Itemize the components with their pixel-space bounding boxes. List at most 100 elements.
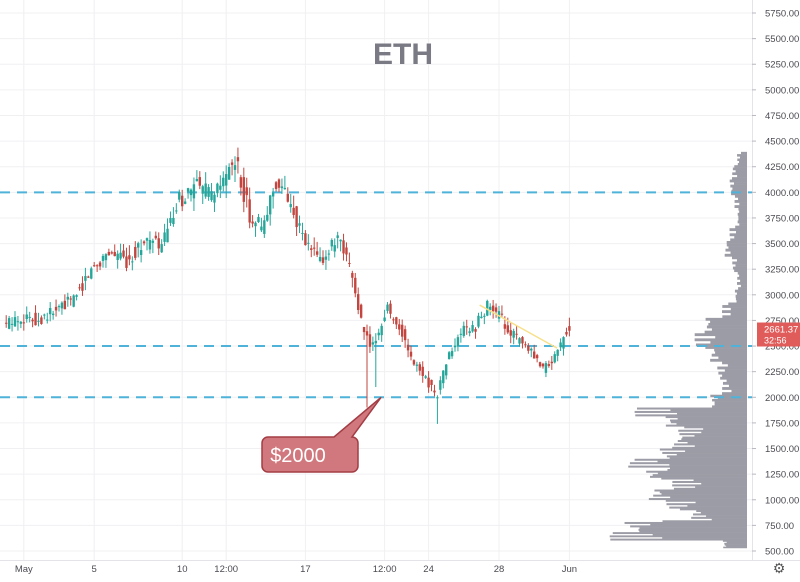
candle: [81, 276, 84, 296]
volume-bar: [694, 338, 747, 342]
y-tick-label: 750.00: [765, 521, 794, 532]
volume-bar: [666, 455, 747, 458]
y-tick-label: 5250.00: [765, 60, 799, 71]
candle: [137, 241, 140, 258]
volume-bar: [720, 376, 747, 380]
y-tick-label: 2000.00: [765, 393, 799, 404]
candle: [93, 262, 96, 267]
volume-bar: [736, 230, 747, 234]
candle: [78, 283, 81, 291]
volume-bar: [737, 276, 747, 280]
x-tick-label: 10: [177, 564, 188, 575]
annotation-callout[interactable]: $2000: [261, 396, 382, 473]
volume-bar: [726, 541, 747, 544]
y-tick-label: 3000.00: [765, 290, 799, 301]
candle: [362, 326, 366, 340]
candle: [5, 315, 8, 328]
candle: [465, 319, 468, 335]
volume-bar: [710, 320, 747, 324]
volume-bar: [710, 394, 747, 398]
volume-bar: [659, 491, 747, 494]
candle: [101, 253, 105, 268]
x-tick-label: May: [15, 564, 33, 575]
candle: [494, 303, 498, 318]
volume-bar: [734, 289, 747, 293]
candle: [139, 239, 143, 263]
candle: [380, 323, 383, 342]
volume-bar: [730, 238, 747, 242]
gear-icon[interactable]: ⚙: [772, 560, 786, 576]
candle: [365, 324, 369, 408]
volume-bar: [724, 253, 747, 257]
candle: [489, 303, 492, 316]
candle: [313, 237, 316, 256]
candle: [559, 338, 562, 351]
volume-bar: [728, 302, 747, 306]
volume-bar: [682, 436, 747, 439]
volume-bar: [728, 246, 747, 249]
volume-bar: [687, 504, 747, 507]
candle: [60, 301, 64, 315]
candle: [398, 318, 401, 336]
volume-bar: [717, 366, 747, 370]
price-axis[interactable]: 500.00 750.00 1000.00 1250.00 1500.00 1750.00…: [752, 9, 799, 558]
candle: [553, 351, 556, 364]
volume-bar: [712, 398, 747, 402]
candle: [154, 231, 157, 240]
volume-bar: [685, 450, 747, 453]
volume-bar: [739, 210, 747, 214]
candle: [125, 247, 128, 272]
candle: [535, 353, 539, 363]
volume-bar: [737, 174, 747, 178]
volume-bar: [722, 387, 747, 390]
volume-bar: [735, 169, 747, 173]
volume-bar: [738, 207, 747, 211]
volume-bar: [609, 535, 747, 538]
candle: [330, 238, 333, 251]
volume-bar: [723, 546, 747, 549]
countdown-label: 32:56: [764, 336, 787, 346]
candle: [257, 213, 260, 223]
volume-bar: [705, 346, 747, 349]
candle: [113, 244, 116, 257]
candle: [471, 320, 474, 333]
volume-bar: [654, 489, 747, 492]
time-axis[interactable]: May 5 10 12:00 17 12:00 24 28 Jun: [15, 564, 577, 575]
volume-bar: [724, 542, 747, 545]
candle: [148, 231, 152, 254]
volume-bar: [724, 369, 747, 372]
candle: [227, 163, 231, 180]
candle: [371, 336, 375, 351]
candle: [509, 322, 512, 344]
candle: [186, 187, 190, 199]
volume-bar: [678, 429, 747, 432]
volume-bar: [657, 460, 747, 463]
candle: [527, 343, 530, 354]
volume-bar: [710, 358, 747, 362]
volume-bar: [735, 297, 747, 301]
volume-bar: [715, 335, 747, 339]
candle: [230, 159, 234, 176]
volume-bar: [612, 532, 747, 535]
candle: [392, 317, 395, 324]
volume-bar: [732, 256, 747, 260]
volume-bar: [693, 479, 747, 482]
candle: [31, 317, 34, 328]
candle: [521, 336, 524, 349]
volume-bar: [736, 299, 747, 303]
volume-bar: [650, 523, 747, 526]
candle: [51, 310, 55, 320]
volume-bar: [669, 457, 747, 460]
volume-bar: [638, 528, 747, 531]
trendline[interactable]: [479, 304, 558, 349]
candle: [324, 250, 328, 270]
volume-bar: [659, 448, 747, 451]
volume-bar: [639, 527, 747, 530]
chart-title: ETH: [373, 38, 433, 71]
volume-bar: [662, 536, 747, 539]
volume-bar: [708, 322, 747, 326]
volume-bar: [634, 410, 747, 413]
candle: [43, 313, 46, 320]
